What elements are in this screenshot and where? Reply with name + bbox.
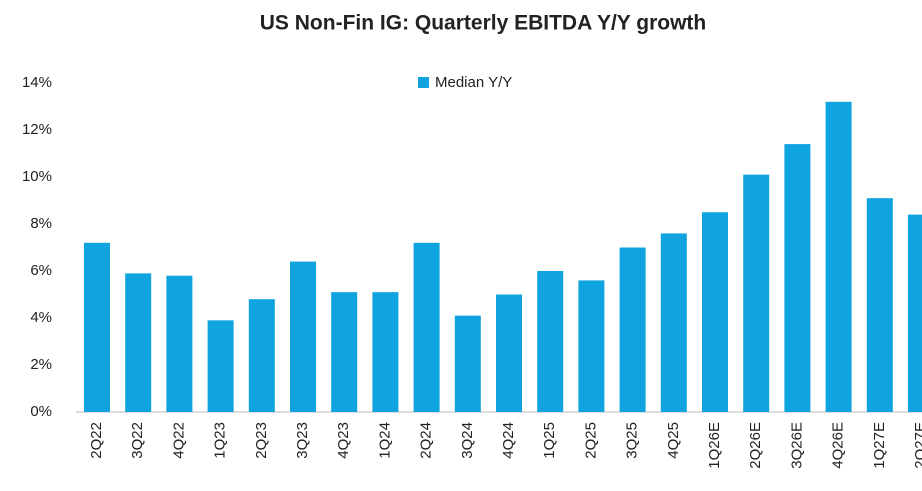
- x-tick-label: 1Q25: [541, 422, 558, 459]
- x-tick-label: 2Q24: [418, 422, 435, 459]
- x-tick-label: 2Q22: [88, 422, 105, 459]
- legend-swatch: [418, 77, 429, 88]
- y-tick-label: 12%: [22, 121, 52, 138]
- bar: [784, 144, 811, 412]
- x-tick-label: 4Q24: [500, 422, 517, 459]
- bar: [454, 315, 481, 412]
- y-tick-label: 10%: [22, 168, 52, 185]
- y-tick-label: 2%: [30, 356, 52, 373]
- y-tick-label: 8%: [30, 215, 52, 232]
- x-tick-label: 3Q23: [294, 422, 311, 459]
- bar: [578, 280, 605, 412]
- bar: [207, 320, 234, 412]
- x-tick-label: 3Q25: [624, 422, 641, 459]
- bar: [660, 233, 687, 412]
- x-tick-label: 2Q23: [253, 422, 270, 459]
- y-tick-label: 4%: [30, 309, 52, 326]
- bar: [372, 292, 399, 412]
- chart-title: US Non-Fin IG: Quarterly EBITDA Y/Y grow…: [260, 12, 706, 35]
- y-tick-label: 0%: [30, 403, 52, 420]
- x-tick-label: 2Q27E: [912, 422, 922, 469]
- bar: [496, 294, 522, 412]
- bar: [743, 174, 770, 412]
- bar: [331, 292, 358, 412]
- x-tick-label: 1Q23: [212, 422, 229, 459]
- x-tick-label: 3Q24: [459, 422, 476, 459]
- bar: [413, 242, 440, 412]
- bar: [866, 198, 893, 412]
- bar: [248, 299, 275, 412]
- x-tick-label: 3Q26E: [788, 422, 805, 469]
- x-tick-label: 2Q25: [582, 422, 599, 459]
- x-tick-label: 1Q27E: [871, 422, 888, 469]
- bar: [84, 242, 110, 412]
- x-tick-label: 1Q26E: [706, 422, 723, 469]
- bar: [290, 261, 316, 412]
- x-tick-label: 4Q26E: [830, 422, 847, 469]
- bar: [908, 214, 922, 412]
- bar: [166, 275, 193, 412]
- legend-label: Median Y/Y: [435, 74, 512, 91]
- y-tick-label: 6%: [30, 262, 52, 279]
- x-tick-label: 1Q24: [376, 422, 393, 459]
- x-tick-label: 4Q23: [335, 422, 352, 459]
- bar: [537, 271, 564, 412]
- y-tick-label: 14%: [22, 74, 52, 91]
- bar: [702, 212, 728, 412]
- x-tick-label: 2Q26E: [747, 422, 764, 469]
- x-tick-label: 4Q25: [665, 422, 682, 459]
- x-tick-label: 4Q22: [170, 422, 187, 459]
- x-tick-label: 3Q22: [129, 422, 146, 459]
- bar: [619, 247, 646, 412]
- bar: [125, 273, 152, 412]
- bar: [825, 101, 852, 413]
